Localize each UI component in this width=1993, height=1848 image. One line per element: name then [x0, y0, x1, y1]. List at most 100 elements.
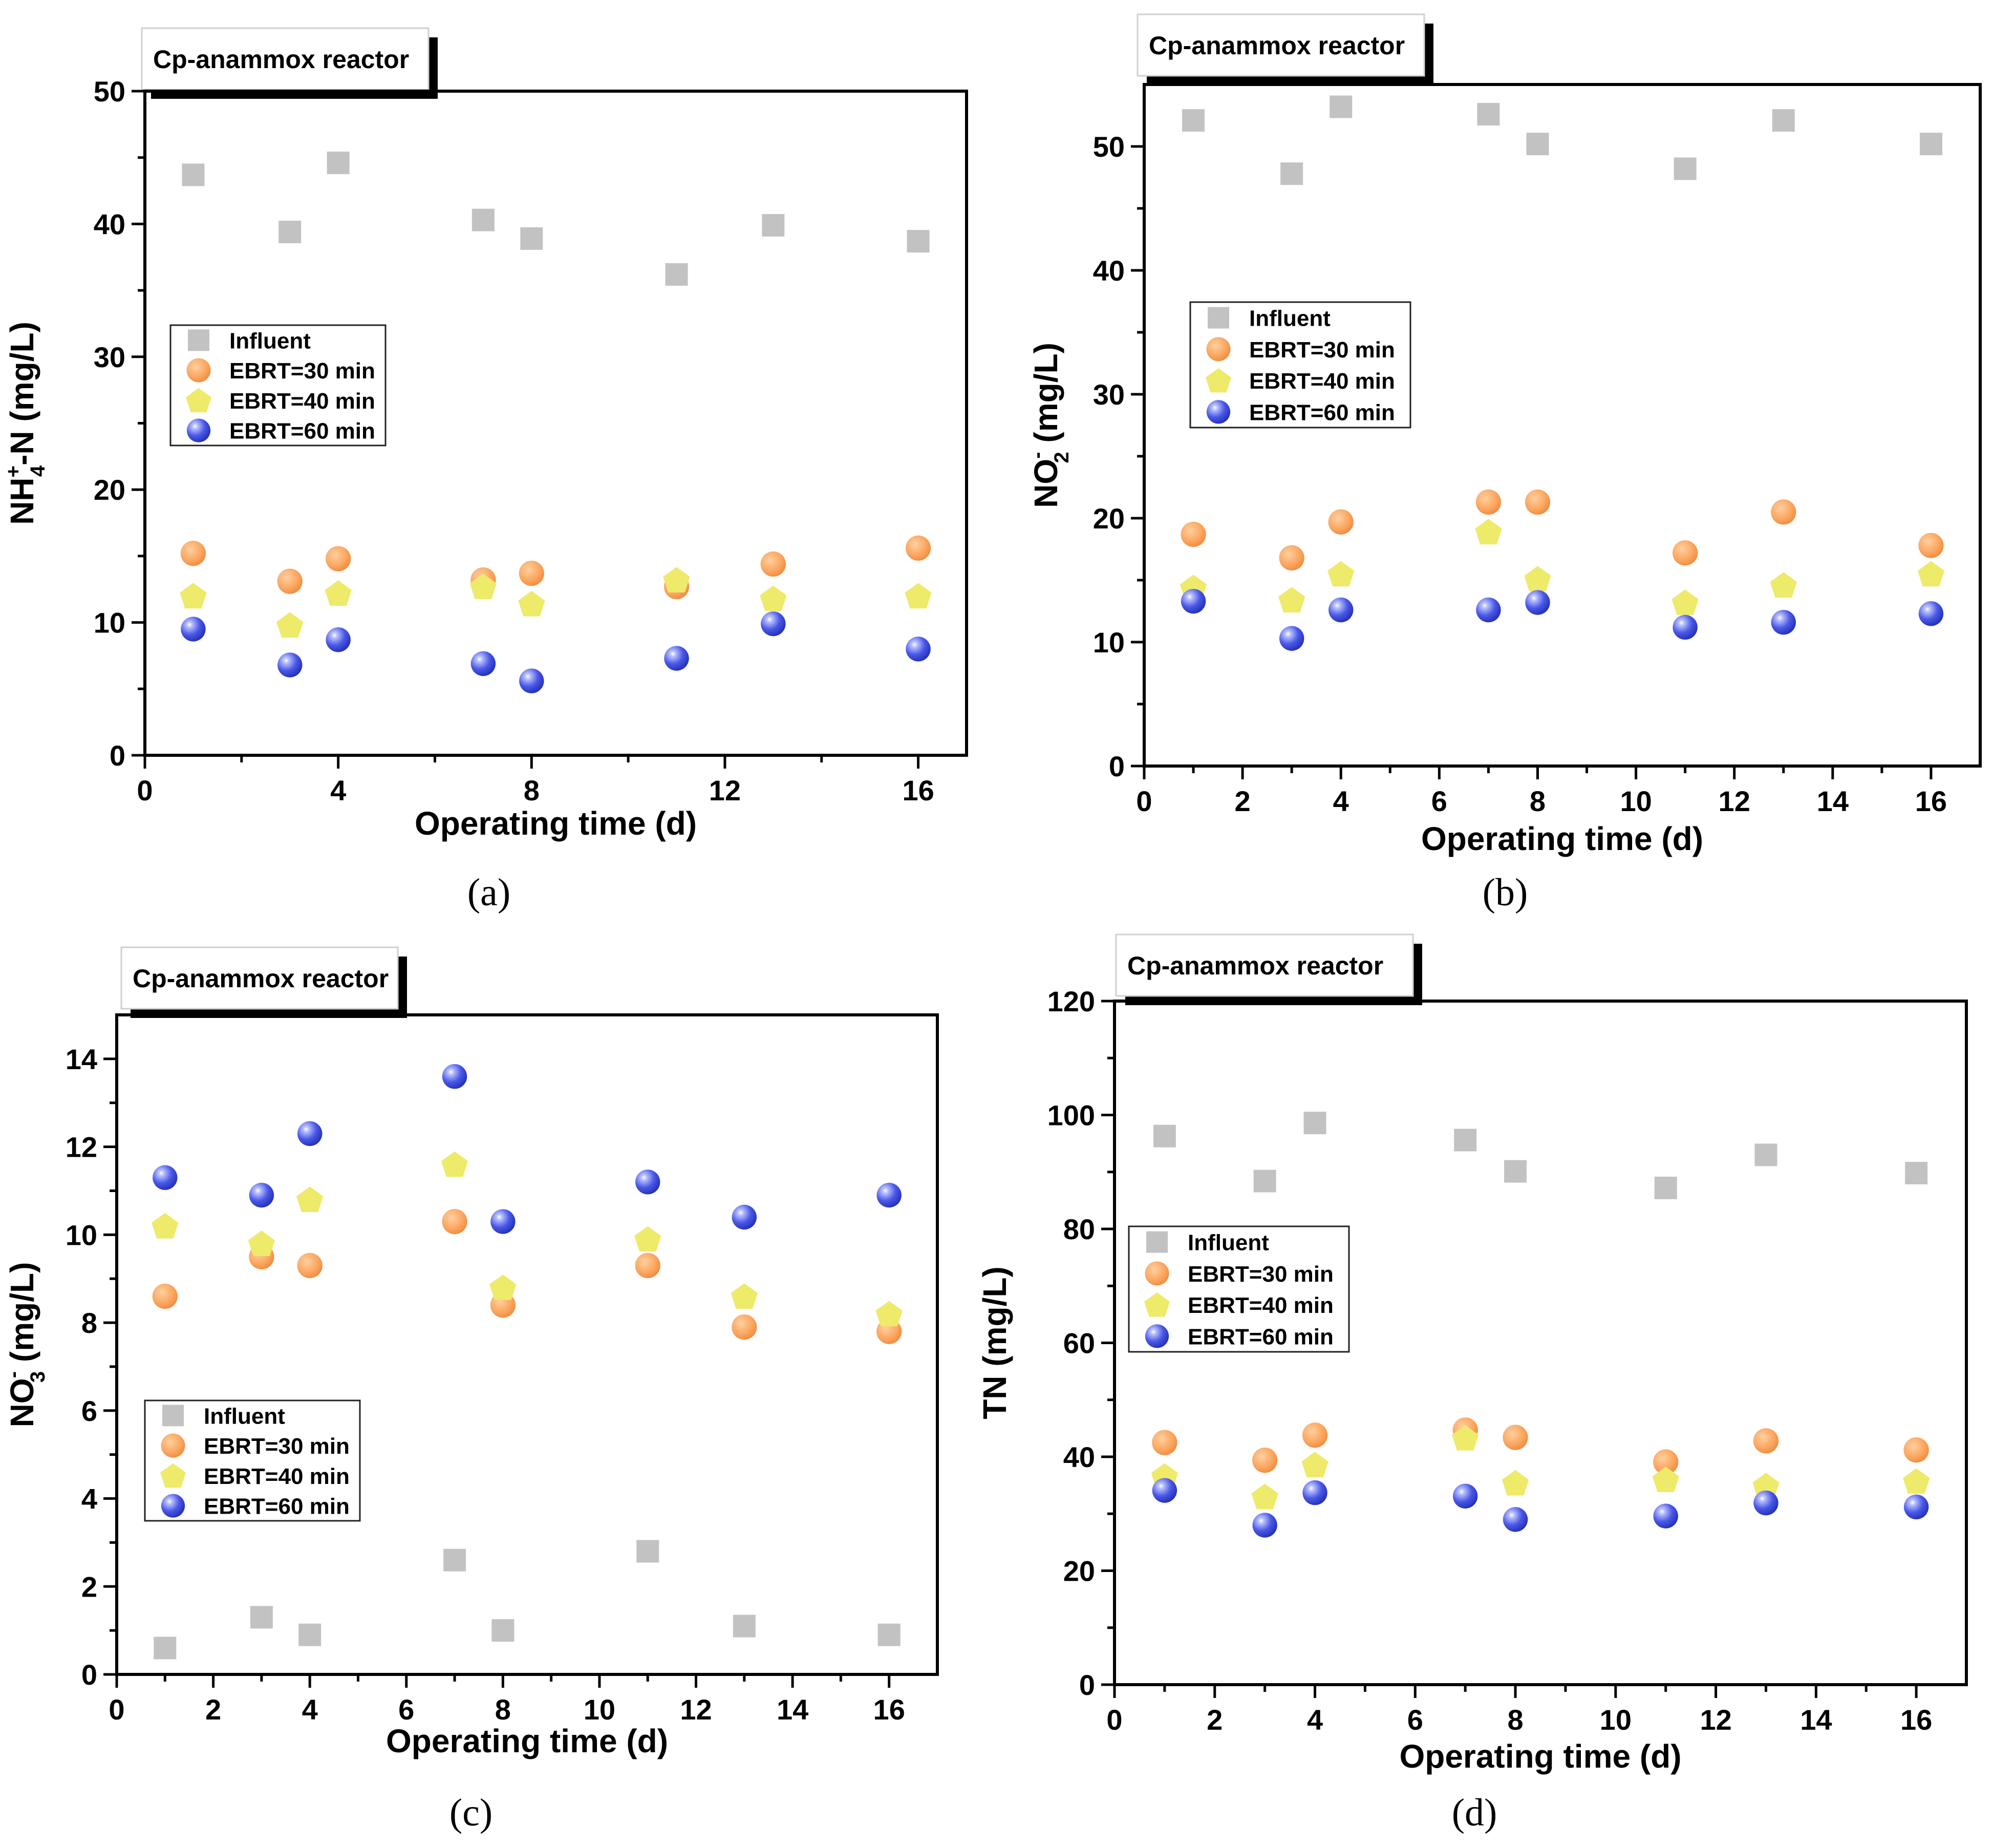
data-point: [1327, 561, 1355, 587]
data-point: [1673, 540, 1698, 566]
data-point: [1918, 533, 1944, 558]
data-point: [1278, 587, 1305, 613]
data-point: [1671, 589, 1699, 615]
y-tick-label: 100: [1047, 1099, 1095, 1132]
data-point: [1918, 601, 1944, 626]
data-point: [1525, 590, 1550, 615]
data-point: [1903, 1468, 1930, 1494]
title-box: [141, 27, 430, 91]
y-axis-title-unit: (mg/L): [4, 1262, 40, 1371]
data-point: [1330, 95, 1353, 118]
legend-marker: [161, 1433, 185, 1458]
y-tick-label: 4: [81, 1483, 97, 1515]
data-point: [152, 1213, 179, 1239]
data-point: [733, 1615, 756, 1638]
legend-marker: [186, 418, 211, 442]
series-1: [154, 1540, 901, 1660]
data-point: [1280, 162, 1303, 185]
data-point: [153, 1165, 178, 1190]
data-point: [665, 263, 688, 286]
title-box: [1115, 933, 1414, 997]
x-tick-label: 12: [680, 1693, 712, 1726]
data-point: [1452, 1425, 1479, 1451]
x-tick-label: 2: [1235, 785, 1251, 817]
data-point: [1652, 1467, 1679, 1492]
y-axis-title-unit: (mg/L): [1027, 343, 1064, 452]
panel-label: (d): [1452, 1791, 1497, 1834]
data-point: [1770, 572, 1797, 598]
x-tick-label: 16: [873, 1693, 905, 1726]
data-point: [441, 1151, 468, 1177]
data-point: [876, 1182, 902, 1208]
data-point: [180, 541, 206, 566]
data-point: [277, 652, 303, 677]
x-tick-label: 10: [584, 1693, 615, 1726]
data-point: [1503, 1507, 1528, 1532]
data-point: [1153, 1124, 1176, 1148]
data-point: [1771, 499, 1796, 525]
y-axis-title-sub: 4: [27, 465, 49, 477]
legend-entry: Influent: [1249, 306, 1331, 331]
data-point: [277, 568, 303, 594]
data-point: [470, 651, 496, 676]
data-point: [472, 208, 495, 231]
legend-marker: [160, 1463, 186, 1488]
data-point: [1477, 103, 1500, 126]
x-tick-label: 2: [205, 1693, 221, 1726]
series-2: [1181, 489, 1944, 571]
data-point: [326, 627, 351, 652]
legend-marker: [1145, 1324, 1169, 1348]
data-point: [490, 1209, 516, 1234]
data-point: [732, 1314, 757, 1340]
y-tick-label: 30: [1093, 378, 1125, 411]
data-point: [249, 1182, 274, 1208]
series-3: [1151, 1425, 1930, 1510]
data-point: [663, 567, 690, 592]
title-box-text: Cp-anammox reactor: [1127, 951, 1383, 980]
y-tick-label: 60: [1063, 1327, 1095, 1360]
x-axis-title: Operating time (d): [386, 1723, 668, 1759]
y-axis-title-sub: 2: [1051, 452, 1073, 463]
plot-frame: [1143, 83, 1982, 768]
x-axis-title: Operating time (d): [1421, 820, 1703, 857]
data-point: [442, 1208, 467, 1235]
data-point: [520, 227, 543, 250]
legend-marker: [162, 1405, 184, 1427]
y-axis-title-main: NO: [1027, 459, 1064, 508]
title-box-text: Cp-anammox reactor: [153, 45, 409, 74]
panel-label: (c): [449, 1791, 492, 1834]
x-tick-label: 4: [330, 774, 346, 806]
title-box: [120, 946, 399, 1010]
legend-entry: EBRT=40 min: [229, 389, 375, 414]
data-point: [1752, 1473, 1780, 1499]
data-point: [1301, 1452, 1328, 1477]
data-point: [1253, 1170, 1276, 1193]
data-point: [1917, 561, 1945, 587]
data-point: [443, 1548, 466, 1571]
data-point: [905, 535, 931, 561]
data-point: [1772, 109, 1795, 132]
y-tick-label: 40: [94, 208, 125, 240]
x-tick-label: 4: [302, 1693, 318, 1726]
data-point: [1251, 1483, 1278, 1510]
data-point: [1302, 1480, 1327, 1505]
legend-entry: EBRT=40 min: [1249, 369, 1395, 394]
legend-marker: [1206, 337, 1231, 362]
data-point: [636, 1540, 659, 1563]
data-point: [1252, 1448, 1278, 1473]
data-point: [1903, 1437, 1929, 1463]
x-tick-label: 14: [777, 1693, 808, 1726]
data-point: [1152, 1478, 1177, 1503]
x-tick-label: 12: [1700, 1704, 1731, 1736]
panel-label: (a): [467, 871, 510, 914]
y-axis-title: NH+ 4-N (mg/L): [2, 322, 49, 525]
y-tick-label: 2: [81, 1570, 97, 1603]
data-point: [326, 546, 351, 571]
data-point: [1252, 1513, 1277, 1538]
data-point: [1476, 597, 1501, 623]
data-point: [634, 1226, 661, 1252]
chart-panel-3: Cp-anammox reactor 0 2 4 6 8 10 12 14 0 2 4 6 8 10 12 14…: [2, 946, 939, 1834]
data-point: [180, 583, 207, 609]
data-point: [1181, 521, 1206, 547]
